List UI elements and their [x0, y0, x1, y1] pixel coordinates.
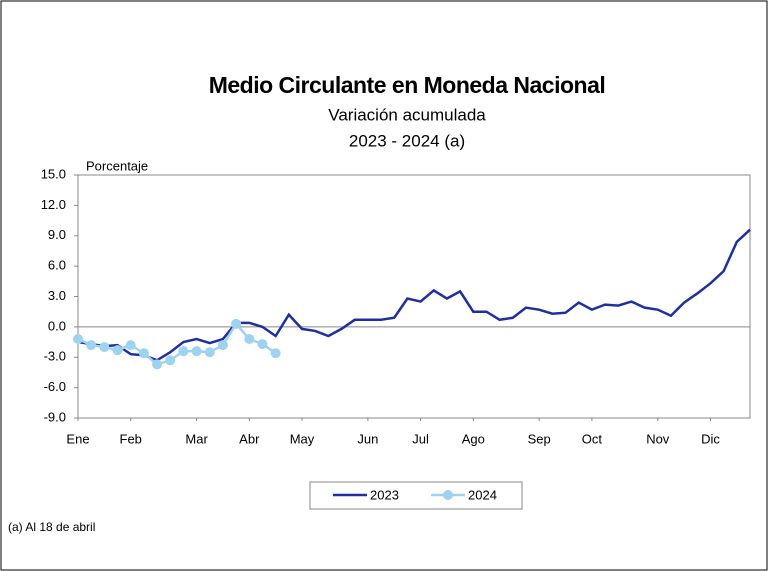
series-marker — [257, 339, 268, 350]
x-tick-label: Sep — [528, 431, 551, 446]
x-tick-label: Jul — [412, 431, 429, 446]
series-marker — [138, 348, 149, 359]
x-tick-label: Ene — [66, 431, 89, 446]
series-marker — [270, 348, 281, 359]
x-tick-label: Nov — [646, 431, 670, 446]
y-tick-label: 15.0 — [41, 166, 66, 181]
x-tick-label: Abr — [239, 431, 260, 446]
x-tick-label: Oct — [582, 431, 603, 446]
x-tick-label: Jun — [357, 431, 378, 446]
chart-title: Medio Circulante en Moneda Nacional — [209, 72, 606, 98]
series-marker — [244, 334, 255, 345]
legend-marker — [443, 490, 453, 500]
series-marker — [178, 346, 189, 357]
series-line — [77, 228, 751, 362]
series-marker — [99, 342, 110, 353]
y-tick-label: 12.0 — [41, 197, 66, 212]
series-marker — [217, 340, 228, 351]
chart-period: 2023 - 2024 (a) — [349, 131, 465, 150]
series-line — [77, 321, 277, 366]
y-tick-label: -9.0 — [44, 409, 66, 424]
y-tick-label: -3.0 — [44, 349, 66, 364]
y-tick-label: 0.0 — [48, 318, 66, 333]
x-tick-label: Dic — [701, 431, 720, 446]
x-tick-label: Mar — [185, 431, 208, 446]
x-tick-label: Feb — [120, 431, 142, 446]
series-marker — [86, 340, 97, 351]
x-tick-label: Ago — [462, 431, 485, 446]
series-marker — [112, 345, 123, 356]
series-marker — [152, 359, 163, 370]
y-tick-label: 3.0 — [48, 288, 66, 303]
y-tick-label: 6.0 — [48, 258, 66, 273]
legend-label: 2023 — [370, 487, 399, 502]
series-marker — [125, 340, 136, 351]
footnote: (a) Al 18 de abril — [8, 520, 95, 534]
series-marker — [231, 318, 242, 329]
y-axis-label: Porcentaje — [86, 158, 148, 173]
y-tick-label: 9.0 — [48, 227, 66, 242]
series-marker — [191, 346, 202, 357]
series-marker — [165, 355, 176, 366]
series-marker — [73, 334, 83, 345]
legend-label: 2024 — [468, 487, 497, 502]
series-marker — [204, 347, 215, 358]
chart-subtitle: Variación acumulada — [328, 105, 486, 124]
y-tick-label: -6.0 — [44, 379, 66, 394]
x-tick-label: May — [290, 431, 315, 446]
